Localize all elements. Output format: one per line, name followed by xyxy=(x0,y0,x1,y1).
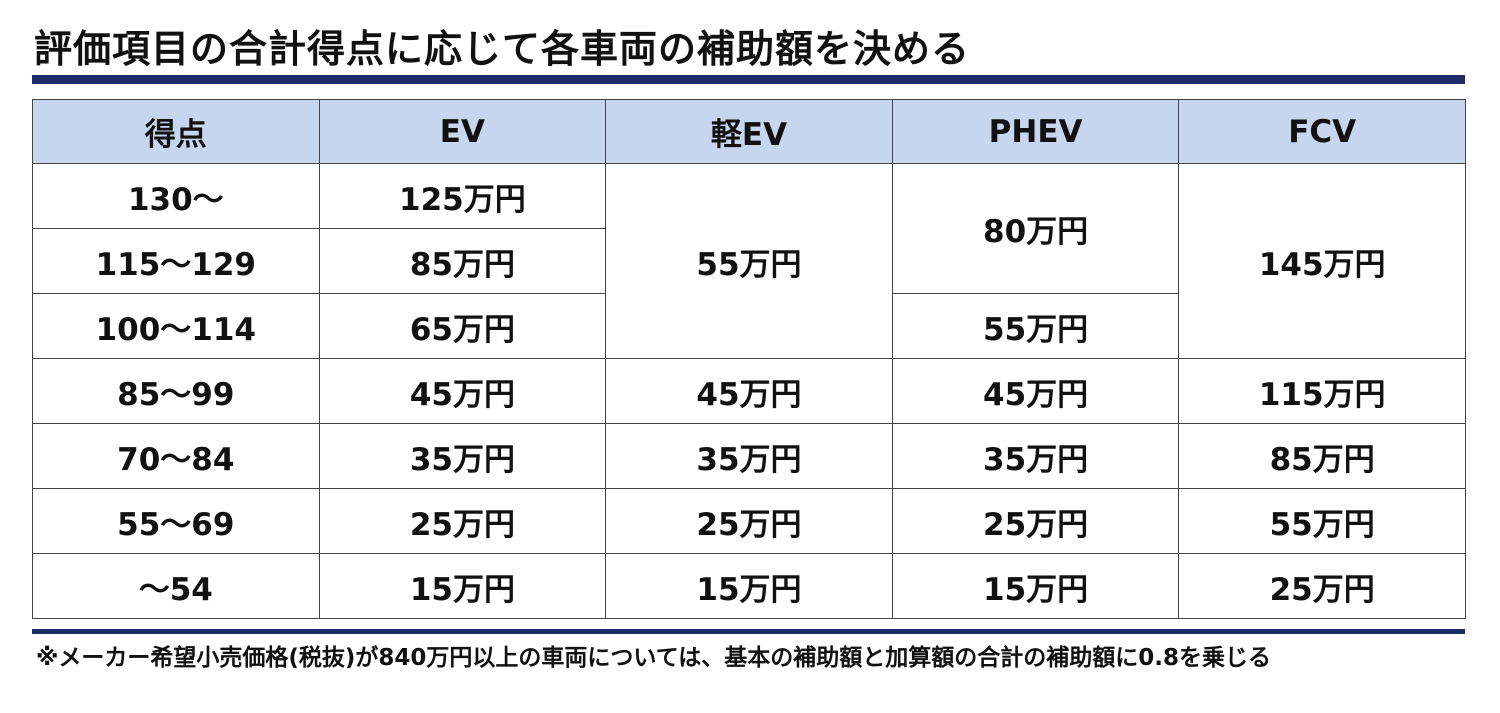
cell: 55〜69 xyxy=(32,488,320,554)
cell: 115万円 xyxy=(1178,358,1466,424)
header-cell: PHEV xyxy=(891,99,1180,164)
cell: 70〜84 xyxy=(32,423,320,489)
cell: 55万円 xyxy=(1178,488,1466,554)
row: 85〜99 45万円 45万円 45万円 115万円 xyxy=(32,358,1466,424)
cell: 145万円 xyxy=(1178,163,1466,359)
row: 115〜129 85万円 xyxy=(32,228,1466,294)
cell: 55万円 xyxy=(605,163,893,359)
cell: 115〜129 xyxy=(32,228,320,294)
cell: 35万円 xyxy=(318,423,607,489)
cell: 80万円 xyxy=(891,163,1180,294)
title-rule xyxy=(32,75,1465,84)
cell: 45万円 xyxy=(318,358,607,424)
cell: 25万円 xyxy=(318,488,607,554)
cell: 45万円 xyxy=(891,358,1180,424)
cell: 45万円 xyxy=(605,358,893,424)
row: 130〜 125万円 55万円 80万円 145万円 xyxy=(32,163,1466,359)
cell: 130〜 xyxy=(32,163,320,229)
cell: 15万円 xyxy=(605,553,893,619)
cell: 25万円 xyxy=(1178,553,1466,619)
row: 〜54 15万円 15万円 15万円 25万円 xyxy=(32,553,1466,619)
header-cell: 得点 xyxy=(32,99,320,164)
cell: 85〜99 xyxy=(32,358,320,424)
footer-rule xyxy=(32,629,1465,634)
footnote: ※メーカー希望小売価格(税抜)が840万円以上の車両については、基本の補助額と加… xyxy=(36,645,1271,671)
cell: 15万円 xyxy=(891,553,1180,619)
cell: 〜54 xyxy=(32,553,320,619)
cell: 85万円 xyxy=(1178,423,1466,489)
header-cell: FCV xyxy=(1178,99,1466,164)
row: 70〜84 35万円 35万円 35万円 85万円 xyxy=(32,423,1466,489)
cell: 25万円 xyxy=(605,488,893,554)
header-row: 得点 EV 軽EV PHEV FCV xyxy=(32,99,1466,164)
cell: 15万円 xyxy=(318,553,607,619)
cell: 100〜114 xyxy=(32,293,320,359)
cell: 25万円 xyxy=(891,488,1180,554)
cell: 85万円 xyxy=(318,228,607,294)
subsidy-table: 得点 EV 軽EV PHEV FCV 130〜 125万円 55万円 80万円 … xyxy=(32,99,1466,619)
title: 評価項目の合計得点に応じて各車両の補助額を決める xyxy=(34,27,971,71)
cell: 55万円 xyxy=(891,293,1180,359)
header-cell: EV xyxy=(318,99,607,164)
cell: 65万円 xyxy=(318,293,607,359)
cell: 35万円 xyxy=(605,423,893,489)
cell: 125万円 xyxy=(318,163,607,229)
cell: 35万円 xyxy=(891,423,1180,489)
row: 55〜69 25万円 25万円 25万円 55万円 xyxy=(32,488,1466,554)
header-cell: 軽EV xyxy=(605,99,893,164)
